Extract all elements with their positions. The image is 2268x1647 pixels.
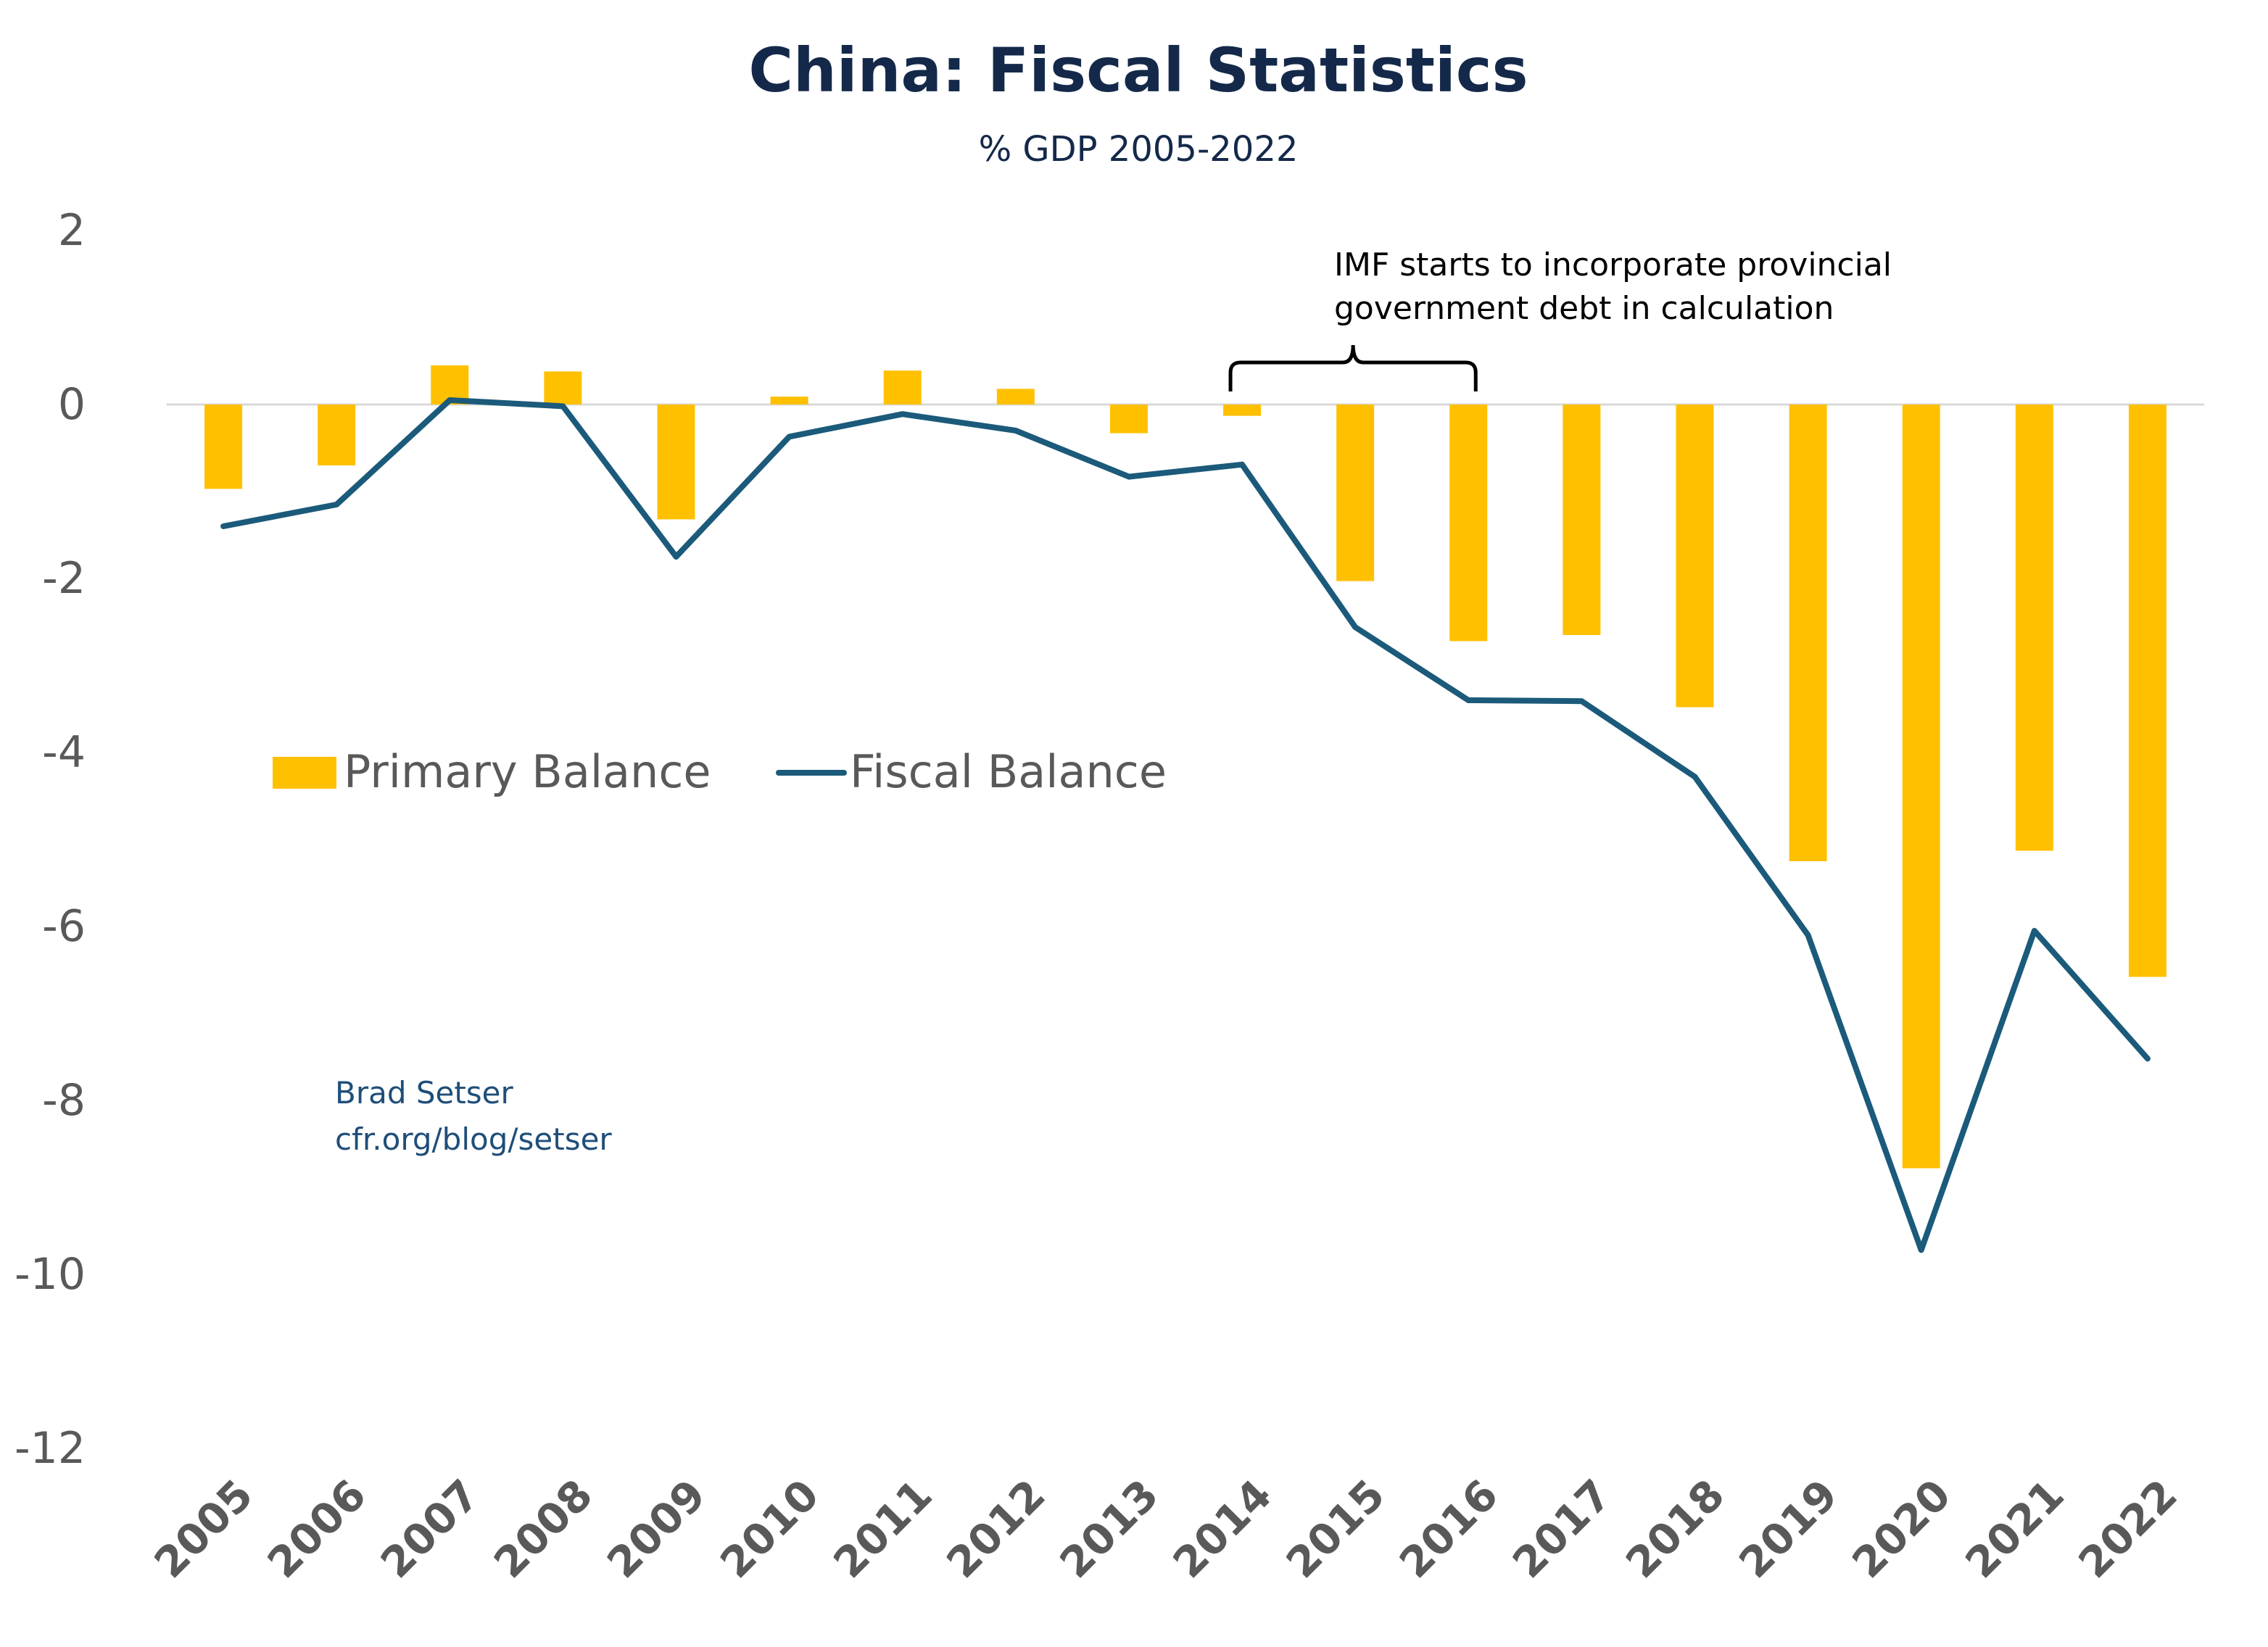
fiscal-balance-line <box>220 397 2151 1253</box>
y-tick-label: 0 <box>58 379 86 430</box>
x-tick-label: 2017 <box>1503 1470 1621 1588</box>
legend-label-fiscal-balance: Fiscal Balance <box>850 745 1167 798</box>
x-tick-label: 2012 <box>937 1470 1054 1588</box>
primary-balance-bar-2008 <box>544 371 582 405</box>
x-tick-label: 2019 <box>1729 1470 1847 1588</box>
x-tick-label: 2013 <box>1051 1470 1168 1588</box>
x-tick-label: 2011 <box>824 1470 941 1588</box>
annotation-line-2: government debt in calculation <box>1334 290 1834 327</box>
x-axis: 2005200620072008200920102011201220132014… <box>145 1470 2187 1588</box>
legend-label-primary-balance: Primary Balance <box>344 745 711 798</box>
primary-balance-bar-2011 <box>883 370 922 405</box>
chart-title: China: Fiscal Statistics <box>748 35 1528 106</box>
annotation: IMF starts to incorporate provincial gov… <box>1228 246 1892 391</box>
primary-balance-bar-2006 <box>318 405 356 465</box>
primary-balance-bar-2019 <box>1789 405 1827 861</box>
x-tick-label: 2015 <box>1277 1470 1394 1588</box>
primary-balance-bar-2005 <box>204 405 243 489</box>
legend-swatch-primary-balance <box>273 757 336 789</box>
x-tick-label: 2018 <box>1616 1470 1734 1588</box>
y-axis: 2 0 -2 -4 -6 -8 -10 -12 <box>15 205 86 1474</box>
primary-balance-bar-2012 <box>996 389 1035 405</box>
x-tick-label: 2010 <box>711 1470 828 1588</box>
y-tick-label: -4 <box>42 727 86 778</box>
x-tick-label: 2007 <box>371 1470 489 1588</box>
primary-balance-bar-2020 <box>1902 405 1940 1169</box>
primary-balance-bar-2014 <box>1223 405 1262 416</box>
chart-subtitle: % GDP 2005-2022 <box>979 129 1299 170</box>
x-tick-label: 2006 <box>258 1470 376 1588</box>
primary-balance-bar-2015 <box>1336 405 1375 581</box>
x-tick-label: 2016 <box>1390 1470 1507 1588</box>
y-tick-label: -2 <box>42 553 86 604</box>
primary-balance-bar-2013 <box>1109 405 1148 433</box>
y-tick-label: -8 <box>42 1075 86 1126</box>
primary-balance-bar-2021 <box>2015 405 2053 851</box>
primary-balance-bar-2017 <box>1563 405 1601 635</box>
legend: Primary Balance Fiscal Balance <box>273 745 1167 798</box>
y-tick-label: -12 <box>15 1423 86 1474</box>
primary-balance-bar-2016 <box>1449 405 1488 642</box>
credit: Brad Setser cfr.org/blog/setser <box>335 1075 612 1157</box>
primary-balance-bar-2010 <box>770 397 808 405</box>
credit-url: cfr.org/blog/setser <box>335 1121 612 1157</box>
credit-author: Brad Setser <box>335 1075 514 1111</box>
primary-balance-bar-2022 <box>2128 405 2166 977</box>
primary-balance-bars <box>204 365 2166 1169</box>
y-tick-label: 2 <box>58 205 86 256</box>
primary-balance-bar-2009 <box>657 405 695 520</box>
primary-balance-bar-2018 <box>1676 405 1714 708</box>
x-tick-label: 2008 <box>484 1470 602 1588</box>
annotation-brace <box>1228 344 1478 391</box>
y-tick-label: -6 <box>42 901 86 952</box>
annotation-line-1: IMF starts to incorporate provincial <box>1334 246 1892 283</box>
x-tick-label: 2022 <box>2069 1470 2187 1588</box>
x-tick-label: 2005 <box>145 1470 262 1588</box>
x-tick-label: 2014 <box>1164 1470 1281 1588</box>
x-tick-label: 2009 <box>597 1470 715 1588</box>
y-tick-label: -10 <box>15 1249 86 1300</box>
x-tick-label: 2020 <box>1842 1470 1960 1588</box>
x-tick-label: 2021 <box>1955 1470 2073 1588</box>
